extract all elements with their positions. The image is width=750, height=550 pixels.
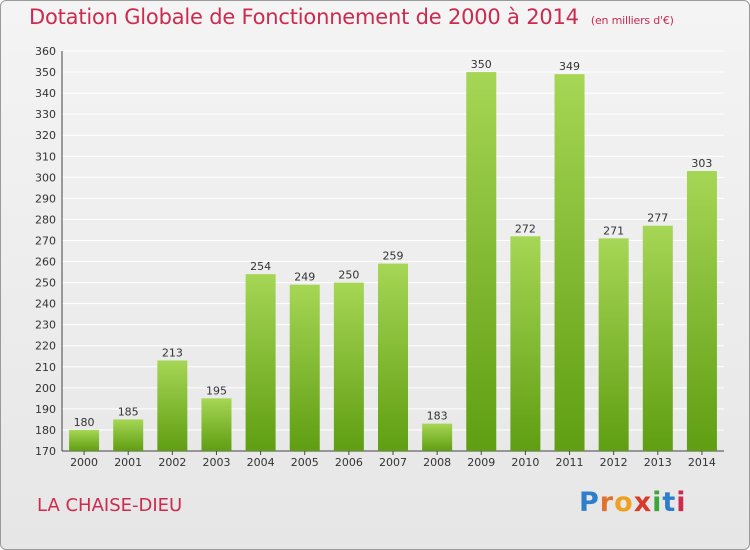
y-tick-label-220: 220 [35,340,56,353]
y-tick-label-300: 300 [35,171,56,184]
x-tick-label-2007: 2007 [379,456,407,469]
bar-2002 [157,360,188,451]
x-tick-label-2002: 2002 [158,456,186,469]
bar-2006 [333,282,364,451]
labels: 170 180 190 200 210 220 230 240 250 260 270 280 290 3… [35,45,716,469]
y-tick-label-250: 250 [35,277,56,290]
data-label-2004: 254 [250,260,271,273]
y-tick-label-180: 180 [35,424,56,437]
x-tick-label-2008: 2008 [423,456,451,469]
bars [69,72,717,451]
x-tick-label-2010: 2010 [511,456,539,469]
bar-2010 [510,236,541,451]
bar-2000 [69,429,100,451]
y-tick-label-290: 290 [35,192,56,205]
bar-2014 [686,171,717,451]
chart-subtitle: (en milliers d'€) [590,14,674,27]
x-tick-label-2006: 2006 [335,456,363,469]
bar-2009 [466,72,497,451]
proxiti-logo: Proxiti [579,487,687,518]
data-label-2006: 250 [338,269,359,282]
chart-title-text: Dotation Globale de Fonctionnement de 20… [29,5,579,29]
data-label-2012: 271 [603,224,624,237]
bar-2001 [113,419,144,451]
y-tick-label-270: 270 [35,234,56,247]
x-tick-label-2012: 2012 [600,456,628,469]
y-tick-label-340: 340 [35,87,56,100]
data-label-2013: 277 [647,212,668,225]
x-tick-label-2003: 2003 [202,456,230,469]
data-label-2010: 272 [515,222,536,235]
bar-2012 [598,238,629,451]
bar-2011 [554,74,585,451]
x-tick-label-2000: 2000 [70,456,98,469]
data-label-2003: 195 [206,384,227,397]
data-label-2009: 350 [471,58,492,71]
x-tick-label-2005: 2005 [291,456,319,469]
data-label-2014: 303 [691,157,712,170]
data-label-2000: 180 [74,416,95,429]
x-tick-label-2014: 2014 [688,456,716,469]
bar-2003 [201,398,232,451]
y-tick-label-230: 230 [35,319,56,332]
y-tick-label-280: 280 [35,213,56,226]
bar-2004 [245,274,276,451]
data-label-2002: 213 [162,346,183,359]
x-tick-label-2009: 2009 [467,456,495,469]
data-label-2007: 259 [383,250,404,263]
x-tick-label-2001: 2001 [114,456,142,469]
data-label-2005: 249 [294,271,315,284]
x-tick-label-2011: 2011 [556,456,584,469]
data-label-2001: 185 [118,405,139,418]
y-tick-label-190: 190 [35,403,56,416]
data-label-2011: 349 [559,60,580,73]
bar-2008 [422,423,453,451]
y-tick-label-170: 170 [35,445,56,458]
y-tick-label-240: 240 [35,298,56,311]
bar-2013 [642,225,673,451]
y-tick-label-350: 350 [35,66,56,79]
y-tick-label-330: 330 [35,108,56,121]
y-tick-label-360: 360 [35,45,56,58]
bar-2007 [378,263,408,451]
y-tick-label-310: 310 [35,150,56,163]
data-label-2008: 183 [427,410,448,423]
x-tick-label-2004: 2004 [247,456,275,469]
y-tick-label-210: 210 [35,361,56,374]
y-tick-label-200: 200 [35,382,56,395]
chart-title: Dotation Globale de Fonctionnement de 20… [29,5,674,29]
y-tick-label-260: 260 [35,256,56,269]
location-label: LA CHAISE-DIEU [37,495,183,516]
x-tick-label-2013: 2013 [644,456,672,469]
y-tick-label-320: 320 [35,129,56,142]
bar-2005 [289,284,320,451]
